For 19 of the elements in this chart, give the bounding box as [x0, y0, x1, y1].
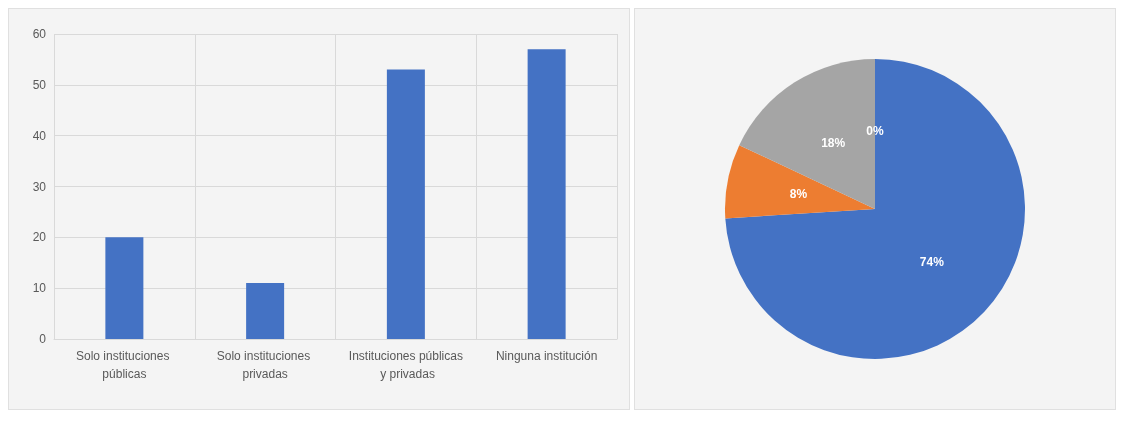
- y-tick-label: 30: [32, 179, 47, 194]
- y-tick-label: 10: [32, 281, 47, 296]
- bar: [527, 49, 566, 339]
- bar: [246, 283, 285, 339]
- x-tick-label: Instituciones públicas y privadas: [348, 349, 463, 381]
- y-tick-label: 60: [32, 27, 47, 41]
- y-tick-label: 20: [32, 230, 47, 245]
- bar: [105, 237, 144, 339]
- y-tick-label: 0: [39, 332, 47, 346]
- y-tick-label: 40: [32, 128, 47, 143]
- x-tick-label: Ninguna institución: [495, 349, 598, 363]
- y-tick-label: 50: [32, 77, 47, 92]
- data-label: 18%: [821, 136, 846, 151]
- bar: [386, 69, 425, 339]
- x-tick-label: Solo instituciones públicas: [76, 349, 173, 381]
- data-label: 74%: [919, 255, 945, 270]
- x-tick-label: Solo instituciones privadas: [216, 349, 314, 381]
- data-label: 8%: [789, 187, 808, 202]
- text: 0%: [866, 124, 884, 138]
